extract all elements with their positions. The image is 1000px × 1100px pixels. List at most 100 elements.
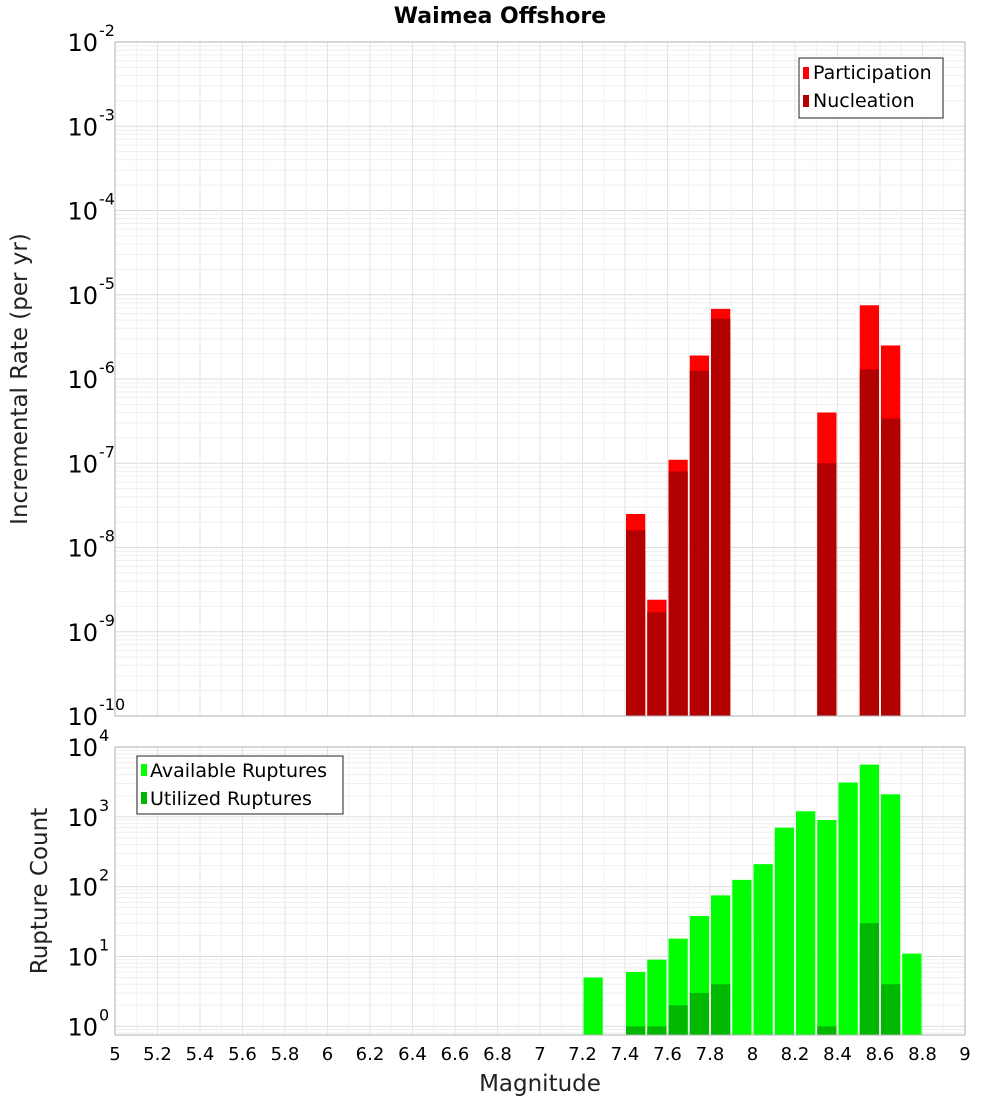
utilized-bar: [668, 1005, 688, 1035]
x-tick-label: 8.6: [866, 1044, 895, 1065]
y-tick-exponent: -6: [99, 358, 115, 377]
available-bar: [626, 971, 646, 1035]
y-tick-label: 10 -5: [67, 274, 115, 310]
x-tick-label: 8.4: [823, 1044, 852, 1065]
y-tick-base: 10: [67, 282, 98, 310]
utilized-bar: [881, 984, 901, 1035]
legend-label-available: Available Ruptures: [150, 760, 327, 782]
x-tick-label: 6.8: [483, 1044, 512, 1065]
count-plot-x-tick-labels: 5 5.2 5.4 5.6 5.8 6 6.2 6.4 6.6 6.8 7 7.2 7.4 7.6 7.8 8…: [109, 1044, 970, 1065]
available-bar: [838, 782, 858, 1035]
y-tick-label: 10 -8: [67, 527, 115, 563]
nucleation-bar: [817, 463, 837, 716]
y-tick-base: 10: [67, 450, 98, 478]
available-bar: [902, 953, 922, 1035]
y-tick-base: 10: [67, 198, 98, 226]
rate-plot-border: [114, 41, 966, 717]
utilized-bar: [626, 1026, 646, 1035]
y-tick-base: 10: [67, 943, 98, 971]
x-tick-label: 9: [959, 1044, 970, 1065]
rate-plot-bars: [626, 305, 901, 716]
x-tick-label: 5: [109, 1044, 120, 1065]
nucleation-bar: [689, 370, 709, 716]
rate-plot-gridlines: [114, 41, 966, 717]
x-tick-label: 6.4: [398, 1044, 427, 1065]
y-tick-base: 10: [67, 366, 98, 394]
available-bar: [817, 820, 837, 1035]
utilized-bar: [689, 992, 709, 1035]
y-tick-base: 10: [67, 535, 98, 563]
y-tick-exponent: 0: [99, 1005, 109, 1024]
x-tick-label: 7.6: [653, 1044, 682, 1065]
count-plot-y-axis-label: Rupture Count: [27, 808, 53, 974]
y-tick-exponent: 3: [99, 796, 109, 815]
utilized-bar: [711, 984, 731, 1035]
nucleation-bar: [859, 369, 879, 716]
available-bar: [881, 794, 901, 1035]
y-tick-label: 10 0: [67, 1005, 109, 1041]
y-tick-base: 10: [67, 619, 98, 647]
nucleation-bar: [881, 418, 901, 716]
x-tick-label: 5.4: [186, 1044, 215, 1065]
rate-plot-y-axis-label: Incremental Rate (per yr): [7, 233, 33, 525]
available-bar: [583, 977, 603, 1035]
y-tick-exponent: 4: [99, 726, 109, 745]
available-bar: [774, 827, 794, 1035]
x-tick-label: 6.6: [441, 1044, 470, 1065]
legend-label-utilized: Utilized Ruptures: [150, 788, 312, 810]
legend-label-participation: Participation: [813, 62, 932, 84]
y-tick-label: 10 3: [67, 796, 109, 832]
count-plot-border: [114, 746, 966, 1036]
x-tick-label: 7.8: [696, 1044, 725, 1065]
y-tick-base: 10: [67, 804, 98, 832]
count-plot-legend-box: [136, 755, 344, 815]
x-tick-label: 8.2: [781, 1044, 810, 1065]
y-tick-label: 10 1: [67, 935, 109, 971]
y-tick-label: 10 -6: [67, 358, 115, 394]
x-tick-label: 7.2: [568, 1044, 597, 1065]
x-tick-label: 7: [534, 1044, 545, 1065]
legend-swatch-utilized: [141, 792, 147, 804]
rate-plot-legend: Participation Nucleation: [798, 57, 944, 119]
y-tick-exponent: -5: [99, 274, 115, 293]
y-tick-label: 10 -7: [67, 442, 115, 478]
count-plot-bars: [583, 764, 922, 1035]
legend-label-nucleation: Nucleation: [813, 90, 915, 112]
available-bar: [796, 811, 816, 1035]
available-bar: [647, 959, 667, 1035]
y-tick-exponent: -10: [99, 695, 125, 714]
x-tick-label: 5.2: [143, 1044, 172, 1065]
legend-swatch-participation: [803, 67, 809, 79]
x-tick-label: 5.6: [228, 1044, 257, 1065]
utilized-bar: [859, 923, 879, 1035]
x-tick-label: 8.8: [908, 1044, 937, 1065]
x-tick-label: 7.4: [611, 1044, 640, 1065]
nucleation-bar: [711, 318, 731, 716]
count-plot-legend: Available Ruptures Utilized Ruptures: [136, 755, 344, 815]
available-bar: [753, 864, 773, 1035]
y-tick-base: 10: [67, 113, 98, 141]
y-tick-exponent: -7: [99, 442, 115, 461]
legend-swatch-nucleation: [803, 95, 809, 107]
y-tick-base: 10: [67, 703, 98, 731]
y-tick-base: 10: [67, 734, 98, 762]
x-tick-label: 8: [747, 1044, 758, 1065]
y-tick-base: 10: [67, 874, 98, 902]
nucleation-bar: [668, 471, 688, 716]
x-tick-label: 6.2: [356, 1044, 385, 1065]
y-tick-label: 10 -10: [67, 695, 125, 731]
y-tick-base: 10: [67, 1013, 98, 1041]
y-tick-base: 10: [67, 29, 98, 57]
available-bar: [732, 879, 752, 1035]
chart-title: Waimea Offshore: [394, 4, 606, 29]
y-tick-exponent: -8: [99, 527, 115, 546]
nucleation-bar: [626, 530, 646, 716]
y-tick-exponent: 2: [99, 866, 109, 885]
y-tick-label: 10 -3: [67, 105, 115, 141]
x-tick-label: 5.8: [271, 1044, 300, 1065]
